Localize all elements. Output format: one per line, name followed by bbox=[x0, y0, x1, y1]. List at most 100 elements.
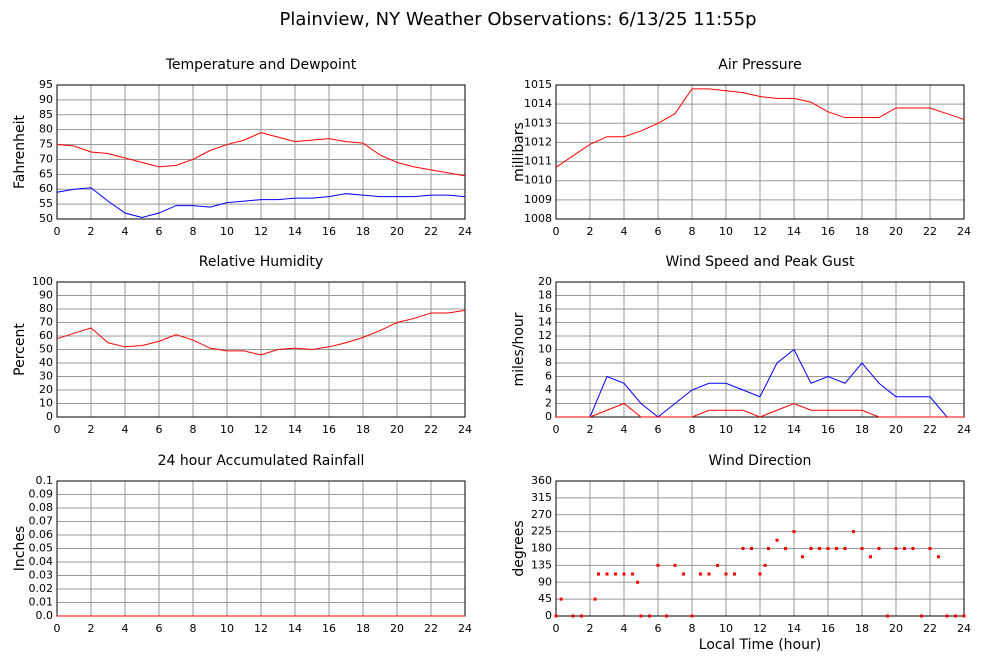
data-point bbox=[767, 547, 770, 550]
y-tick-label: 0.05 bbox=[29, 542, 54, 555]
y-tick-label: 1009 bbox=[524, 193, 552, 206]
x-tick-label: 20 bbox=[889, 225, 903, 238]
y-tick-label: 0.04 bbox=[29, 555, 54, 568]
x-tick-label: 2 bbox=[587, 225, 594, 238]
x-tick-label: 14 bbox=[288, 423, 302, 436]
x-tick-label: 18 bbox=[356, 225, 370, 238]
x-tick-label: 12 bbox=[753, 622, 767, 635]
y-tick-label: 45 bbox=[538, 592, 552, 605]
panel-title: Wind Direction bbox=[709, 453, 812, 469]
data-point bbox=[835, 547, 838, 550]
panel-title: Air Pressure bbox=[718, 57, 801, 73]
y-tick-label: 0.01 bbox=[29, 596, 54, 609]
x-tick-label: 0 bbox=[54, 225, 61, 238]
y-tick-label: 315 bbox=[531, 491, 552, 504]
data-point bbox=[673, 563, 677, 567]
y-tick-label: 225 bbox=[531, 525, 552, 538]
data-point bbox=[903, 547, 906, 550]
x-tick-label: 24 bbox=[957, 423, 971, 436]
x-tick-label: 4 bbox=[621, 622, 628, 635]
x-tick-label: 10 bbox=[719, 225, 733, 238]
x-tick-label: 6 bbox=[156, 225, 163, 238]
data-point bbox=[954, 614, 957, 618]
y-tick-label: 75 bbox=[39, 138, 53, 151]
y-tick-label: 14 bbox=[538, 316, 552, 329]
data-point bbox=[741, 547, 745, 550]
x-tick-label: 0 bbox=[553, 423, 560, 436]
data-point bbox=[894, 547, 898, 550]
y-tick-label: 0.02 bbox=[29, 582, 54, 595]
data-line bbox=[56, 309, 466, 356]
x-tick-label: 4 bbox=[621, 423, 628, 436]
x-tick-label: 12 bbox=[254, 225, 268, 238]
data-point bbox=[852, 530, 855, 534]
data-point bbox=[682, 572, 685, 576]
y-tick-label: 1015 bbox=[524, 78, 552, 91]
x-tick-label: 14 bbox=[787, 225, 801, 238]
data-point bbox=[920, 614, 923, 618]
y-tick-label: 60 bbox=[39, 182, 53, 195]
y-tick-label: 0.0 bbox=[36, 609, 54, 622]
data-point bbox=[656, 563, 660, 567]
data-point bbox=[639, 614, 643, 618]
y-tick-label: 10 bbox=[39, 397, 53, 410]
y-tick-label: 50 bbox=[39, 212, 53, 225]
y-tick-label: 90 bbox=[39, 289, 53, 302]
y-tick-label: 1010 bbox=[524, 174, 552, 187]
y-tick-label: 0.08 bbox=[29, 501, 54, 514]
x-tick-label: 6 bbox=[655, 622, 662, 635]
x-tick-label: 4 bbox=[122, 225, 129, 238]
x-tick-label: 0 bbox=[553, 225, 560, 238]
y-axis-label: Fahrenheit bbox=[12, 114, 28, 189]
plot-frame bbox=[555, 84, 965, 220]
y-tick-label: 10 bbox=[538, 343, 552, 356]
x-tick-label: 8 bbox=[190, 622, 197, 635]
x-tick-label: 0 bbox=[553, 622, 560, 635]
y-tick-label: 90 bbox=[39, 93, 53, 106]
y-tick-label: 1013 bbox=[524, 116, 552, 129]
x-tick-label: 16 bbox=[322, 622, 336, 635]
data-point bbox=[860, 547, 864, 550]
data-point bbox=[763, 563, 767, 567]
x-tick-label: 24 bbox=[458, 225, 472, 238]
data-point bbox=[580, 614, 583, 618]
x-tick-label: 10 bbox=[719, 423, 733, 436]
y-tick-label: 20 bbox=[538, 275, 552, 288]
y-tick-label: 16 bbox=[538, 302, 552, 315]
x-tick-label: 18 bbox=[855, 423, 869, 436]
y-tick-label: 180 bbox=[531, 542, 552, 555]
x-tick-label: 10 bbox=[220, 622, 234, 635]
x-tick-label: 8 bbox=[190, 225, 197, 238]
data-point bbox=[665, 614, 668, 618]
data-point bbox=[784, 547, 787, 550]
x-tick-label: 12 bbox=[254, 622, 268, 635]
x-tick-label: 10 bbox=[719, 622, 733, 635]
x-tick-label: 22 bbox=[424, 423, 438, 436]
y-tick-label: 65 bbox=[39, 167, 53, 180]
x-tick-label: 18 bbox=[356, 423, 370, 436]
x-tick-label: 10 bbox=[220, 423, 234, 436]
data-line bbox=[56, 187, 466, 219]
x-tick-label: 16 bbox=[821, 423, 835, 436]
x-tick-label: 10 bbox=[220, 225, 234, 238]
x-tick-label: 2 bbox=[587, 423, 594, 436]
x-tick-label: 2 bbox=[88, 622, 95, 635]
y-axis-label: Inches bbox=[12, 526, 28, 571]
y-tick-label: 1008 bbox=[524, 212, 552, 225]
data-point bbox=[597, 572, 600, 576]
plot-frame bbox=[56, 84, 466, 220]
x-tick-label: 6 bbox=[156, 622, 163, 635]
y-tick-label: 20 bbox=[39, 383, 53, 396]
plot-frame bbox=[56, 281, 466, 418]
y-tick-label: 6 bbox=[545, 370, 552, 383]
data-point bbox=[622, 572, 626, 576]
data-point bbox=[636, 580, 640, 584]
x-tick-label: 14 bbox=[288, 225, 302, 238]
data-point bbox=[775, 538, 779, 542]
data-point bbox=[699, 572, 702, 576]
x-tick-label: 22 bbox=[923, 622, 937, 635]
data-point bbox=[928, 547, 932, 550]
data-point bbox=[707, 572, 711, 576]
